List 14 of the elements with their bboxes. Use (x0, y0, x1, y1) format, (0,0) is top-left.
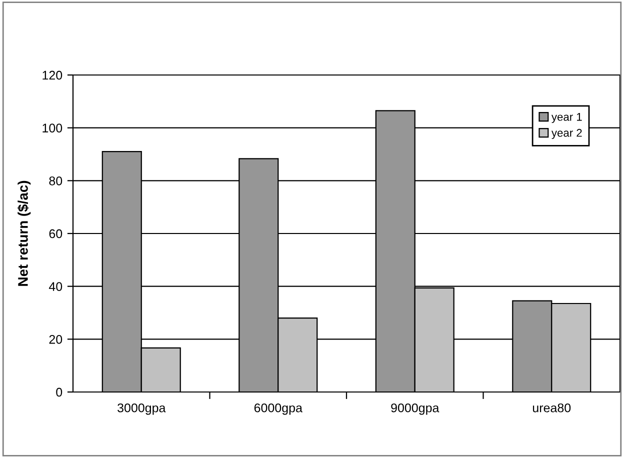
y-tick-label: 20 (49, 334, 62, 344)
y-tick-label: 100 (42, 124, 62, 132)
x-tick-label: 3000gpa (118, 403, 166, 415)
y-tick-label: 60 (49, 229, 62, 238)
y-tick-label: 0 (56, 388, 62, 397)
x-tick-label: 9000gpa (391, 403, 440, 415)
y-tick-label: 80 (49, 176, 62, 186)
y-tick-label: 120 (42, 70, 62, 80)
legend-label: year 1 (551, 113, 582, 123)
y-axis-title: Net return ($/ac) (17, 180, 31, 286)
x-tick-label: 6000gpa (254, 403, 302, 415)
x-tick-label: urea80 (532, 403, 571, 412)
y-tick-label: 40 (48, 282, 62, 291)
legend-label: year 2 (551, 128, 582, 139)
